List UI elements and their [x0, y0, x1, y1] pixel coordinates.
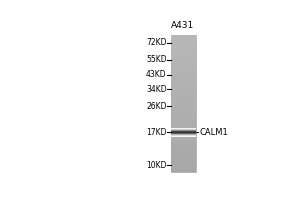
Text: 72KD: 72KD — [146, 38, 166, 47]
Bar — [171, 69, 196, 71]
Bar — [171, 151, 196, 154]
Text: 34KD: 34KD — [146, 85, 166, 94]
Bar — [171, 51, 196, 53]
Bar — [171, 144, 196, 147]
Bar — [171, 60, 196, 62]
Bar — [171, 117, 196, 119]
Bar — [171, 103, 196, 106]
Bar — [171, 158, 196, 160]
Bar — [171, 130, 196, 131]
Bar — [171, 58, 196, 60]
Bar — [171, 135, 196, 136]
Bar — [171, 46, 196, 48]
Bar — [171, 128, 196, 131]
Bar — [171, 74, 196, 76]
Bar — [171, 133, 196, 134]
Text: CALM1: CALM1 — [199, 128, 228, 137]
Bar — [171, 39, 196, 42]
Bar — [171, 106, 196, 108]
Bar — [171, 170, 196, 172]
Bar — [171, 76, 196, 78]
Bar — [171, 149, 196, 151]
Bar — [171, 126, 196, 128]
Bar — [171, 99, 196, 101]
Bar — [171, 134, 196, 135]
Bar — [171, 67, 196, 69]
Bar — [171, 35, 196, 37]
Bar — [171, 129, 196, 130]
Bar — [171, 44, 196, 46]
Bar — [171, 147, 196, 149]
Bar — [171, 101, 196, 103]
Bar — [171, 131, 196, 133]
Bar — [171, 131, 196, 132]
Bar — [171, 85, 196, 87]
Bar — [171, 48, 196, 51]
Bar — [171, 108, 196, 110]
Bar — [171, 136, 196, 137]
Bar — [171, 140, 196, 142]
Text: 10KD: 10KD — [146, 161, 166, 170]
Bar — [171, 71, 196, 74]
Bar — [171, 78, 196, 80]
Bar — [171, 133, 196, 135]
Bar — [171, 62, 196, 64]
Bar — [171, 42, 196, 44]
Bar — [171, 165, 196, 167]
Bar — [171, 163, 196, 165]
Bar — [171, 110, 196, 112]
Bar — [171, 154, 196, 156]
Text: A431: A431 — [171, 21, 194, 30]
Bar — [171, 64, 196, 67]
Text: 55KD: 55KD — [146, 55, 166, 64]
Text: 43KD: 43KD — [146, 70, 166, 79]
Bar — [171, 138, 196, 140]
Bar — [171, 53, 196, 55]
Bar — [171, 142, 196, 144]
Bar — [171, 132, 196, 133]
Bar — [171, 87, 196, 90]
Bar — [171, 90, 196, 92]
Bar — [171, 119, 196, 122]
Bar — [171, 37, 196, 39]
Bar — [171, 156, 196, 158]
Bar — [171, 128, 196, 129]
Text: 26KD: 26KD — [146, 102, 166, 111]
Bar — [171, 80, 196, 83]
Bar — [171, 94, 196, 96]
Bar — [171, 112, 196, 115]
Bar — [171, 115, 196, 117]
Bar — [171, 122, 196, 124]
Bar — [171, 92, 196, 94]
Bar — [171, 83, 196, 85]
Bar — [171, 167, 196, 170]
Bar — [171, 55, 196, 58]
Bar — [171, 135, 196, 138]
Bar — [171, 96, 196, 99]
Text: 17KD: 17KD — [146, 128, 166, 137]
Bar — [171, 160, 196, 163]
Bar — [171, 124, 196, 126]
